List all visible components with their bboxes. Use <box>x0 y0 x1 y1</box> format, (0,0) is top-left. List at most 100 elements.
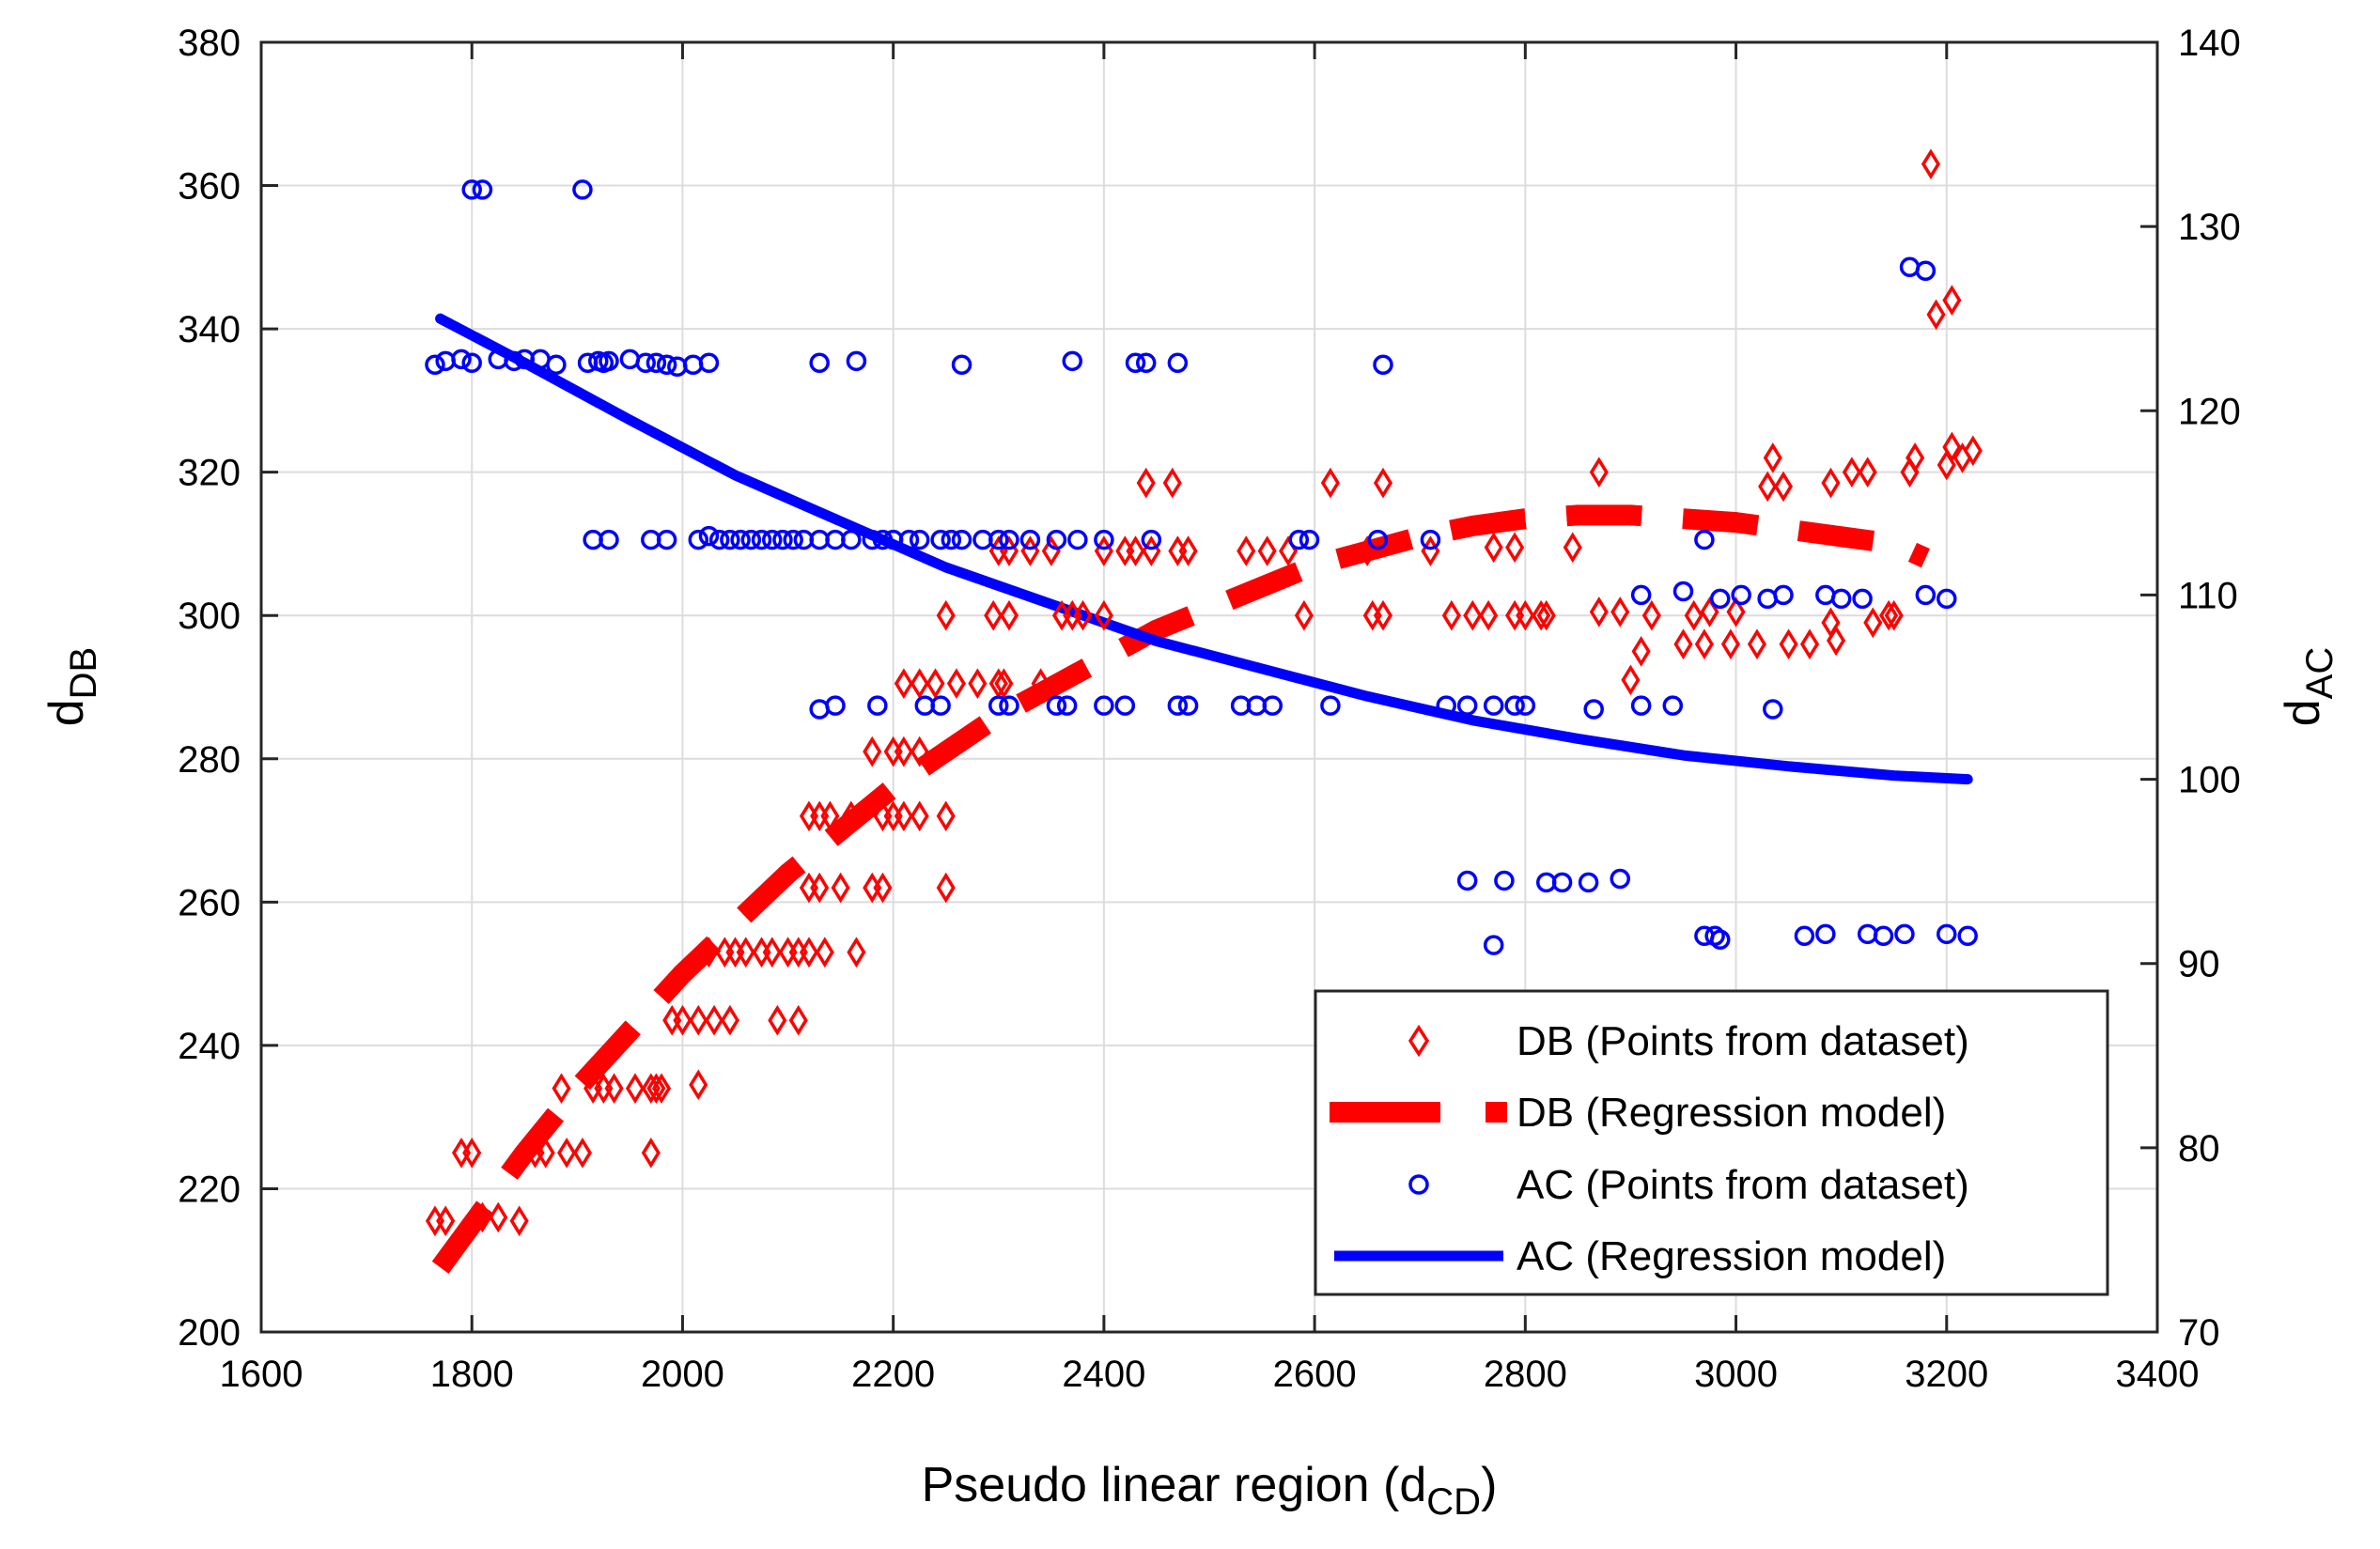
ac-data-point <box>461 179 482 200</box>
ac-data-point <box>1915 260 1937 281</box>
y-axis-right-label-main: d <box>2276 699 2330 726</box>
ac-data-point <box>1709 929 1731 950</box>
ac-data-point <box>740 529 762 550</box>
y-left-tick-label: 220 <box>178 1169 241 1210</box>
ac-data-point <box>1815 923 1836 945</box>
ac-data-point <box>999 695 1019 716</box>
ac-data-point <box>1167 695 1189 716</box>
y-axis-left: 200 220 240 260 280 300 320 340 360 380 <box>178 23 278 1354</box>
ac-data-point <box>862 529 882 550</box>
db-data-point <box>1763 442 1782 473</box>
legend-ac-regression-label: AC (Regression model) <box>1517 1233 1946 1279</box>
db-data-point <box>946 668 966 700</box>
db-data-point <box>1237 535 1256 566</box>
ac-data-point <box>872 529 894 550</box>
ac-data-point <box>1630 584 1652 606</box>
ac-data-point <box>698 525 720 547</box>
x-tick-label: 2000 <box>641 1354 724 1395</box>
ac-data-point <box>1915 584 1937 606</box>
ac-data-point <box>1299 529 1320 550</box>
y-left-tick-label: 240 <box>178 1026 241 1067</box>
x-tick-label: 2800 <box>1484 1354 1567 1395</box>
db-data-point <box>910 736 929 767</box>
ac-data-point <box>898 529 920 550</box>
ac-data-point <box>1672 581 1694 602</box>
ac-data-point <box>1773 584 1794 606</box>
ac-data-point <box>1046 695 1067 716</box>
db-data-point <box>1373 467 1393 499</box>
y-right-tick-label: 100 <box>2178 760 2241 801</box>
y-right-tick-label: 90 <box>2178 944 2220 985</box>
ac-data-point <box>1873 925 1894 947</box>
db-data-point <box>625 1073 646 1104</box>
legend-db-points-marker <box>1408 1024 1430 1058</box>
db-data-point <box>641 1137 661 1169</box>
ac-data-point <box>1125 352 1146 374</box>
ac-data-point <box>572 179 593 200</box>
y-left-tick-label: 300 <box>178 596 241 637</box>
db-data-point <box>863 736 882 767</box>
db-data-point <box>1463 599 1483 631</box>
db-data-point <box>1094 599 1113 631</box>
x-tick-label: 3400 <box>2116 1354 2200 1395</box>
ac-data-point <box>988 529 1009 550</box>
db-data-point <box>1863 607 1883 639</box>
x-tick-label: 3000 <box>1694 1354 1778 1395</box>
db-data-point <box>651 1073 672 1104</box>
legend-ac-points-marker <box>1408 1174 1429 1195</box>
ac-data-point <box>1420 529 1441 550</box>
legend-ac-points-label: AC (Points from dataset) <box>1517 1162 1969 1208</box>
db-data-point <box>1126 535 1145 566</box>
y-right-tick-label: 120 <box>2178 391 2241 432</box>
y-right-tick-label: 80 <box>2178 1128 2220 1169</box>
db-data-point <box>1610 596 1630 627</box>
y-axis-right-label: dAC <box>2276 647 2341 727</box>
db-data-point <box>720 1004 739 1036</box>
x-axis-label-sub: CD <box>1426 1481 1481 1523</box>
ac-data-point <box>1763 699 1783 720</box>
ac-data-point <box>930 695 951 716</box>
x-axis-label-main: Pseudo linear region (d <box>922 1458 1427 1512</box>
ac-data-point <box>1694 529 1715 550</box>
ac-data-point <box>656 354 677 375</box>
ac-data-point <box>451 349 472 370</box>
db-data-point <box>1842 457 1861 488</box>
ac-data-point <box>1262 695 1283 716</box>
ac-data-point <box>761 529 783 550</box>
x-axis-label-close: ) <box>1481 1458 1497 1512</box>
ac-data-point <box>1504 695 1525 716</box>
ac-data-point <box>1709 588 1731 610</box>
ac-data-point <box>1630 695 1652 716</box>
ac-data-point <box>599 529 619 550</box>
x-tick-label: 1600 <box>220 1354 303 1395</box>
ac-data-point <box>1578 872 1599 893</box>
db-data-point <box>1684 599 1703 631</box>
ac-data-point <box>772 529 793 550</box>
db-data-point <box>984 599 1003 631</box>
ac-data-point <box>1094 695 1114 716</box>
x-axis: 1600 1800 2000 2200 2400 2600 2800 3000 3200 3400 <box>220 42 2200 1395</box>
ac-data-point <box>646 352 667 374</box>
db-data-point <box>999 599 1019 631</box>
ac-data-point <box>730 529 751 550</box>
db-data-point <box>689 1069 708 1101</box>
ac-data-point <box>751 529 772 550</box>
y-left-tick-label: 260 <box>178 882 241 923</box>
ac-data-point <box>1288 529 1310 550</box>
db-data-point <box>1532 599 1551 631</box>
ac-data-point <box>1167 352 1189 374</box>
y-axis-left-label-main: d <box>39 699 94 726</box>
y-axis-right: 70 80 90 100 110 120 130 140 <box>2140 23 2241 1354</box>
db-data-point <box>646 1073 666 1104</box>
db-data-point <box>841 800 861 832</box>
y-left-tick-label: 360 <box>178 166 241 208</box>
ac-data-point <box>720 529 740 550</box>
db-data-point <box>1505 532 1525 564</box>
db-data-point <box>1773 471 1794 503</box>
db-data-point <box>1479 599 1499 631</box>
series-layer <box>425 148 1983 1274</box>
ac-data-point <box>472 179 493 200</box>
ac-data-point <box>1830 588 1852 610</box>
db-data-point <box>1879 599 1899 631</box>
